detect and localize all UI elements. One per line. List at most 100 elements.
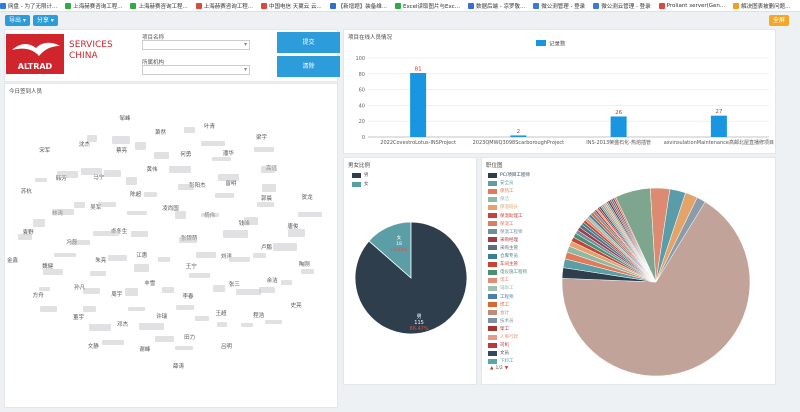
legend-label: 车间主管	[500, 262, 518, 268]
bar[interactable]	[610, 116, 627, 137]
bookmark-label: 解决图表被删问题...	[741, 3, 791, 10]
fullscreen-button[interactable]: 全屏	[768, 15, 789, 26]
legend-swatch	[488, 294, 497, 299]
legend-swatch	[488, 180, 497, 186]
job-legend-item[interactable]: 采购经理	[488, 237, 518, 243]
checkin-name: 文静	[87, 344, 99, 351]
checkin-name: 吴军	[90, 204, 102, 211]
bookmark-item[interactable]: 上海赫赛咨询工程...	[195, 2, 253, 10]
pager-down-icon[interactable]: ▼	[504, 366, 509, 371]
job-legend-item[interactable]: PC/项目工程师	[488, 172, 530, 178]
job-legend-item[interactable]: 车间主管	[488, 261, 518, 267]
job-legend-item[interactable]: 电仪施工程师	[488, 269, 527, 275]
blurred-name	[82, 306, 97, 312]
bookmark-item[interactable]: 数据后端 - 凉罗敬...	[467, 2, 525, 10]
bar-value-label: 27	[715, 109, 722, 115]
blurred-name	[126, 211, 148, 216]
job-legend-item[interactable]: 技术员	[488, 318, 514, 324]
query-button[interactable]: 提交	[277, 32, 340, 53]
legend-pager[interactable]: ▲ 1/2 ▼	[490, 366, 508, 371]
gender-title: 男女比例	[348, 163, 371, 169]
legend-swatch	[488, 310, 497, 316]
blurred-name	[298, 212, 322, 217]
job-legend-item[interactable]: 司机	[488, 342, 509, 348]
blurred-name	[93, 231, 119, 237]
blurred-name	[103, 169, 121, 177]
legend-swatch	[488, 285, 497, 291]
legend-swatch	[488, 221, 497, 227]
gender-slice[interactable]	[354, 221, 468, 335]
job-legend-item[interactable]: 下料工	[488, 358, 514, 364]
gender-slice-name: 女	[397, 234, 402, 241]
job-legend-item[interactable]: 保温助理工	[488, 213, 523, 219]
bar[interactable]	[710, 115, 727, 137]
blurred-name	[90, 270, 106, 277]
job-legend-item[interactable]: 工程师	[488, 294, 514, 300]
job-legend-item[interactable]: 文员	[488, 350, 509, 356]
job-slice[interactable]	[561, 201, 751, 377]
job-legend-item[interactable]: 会计	[488, 310, 509, 316]
pager-up-icon[interactable]: ▲	[490, 366, 494, 371]
checkin-name: 王超	[215, 310, 227, 317]
legend-label: PC/项目工程师	[500, 173, 530, 178]
share-button[interactable]: 分享 ▾	[32, 14, 58, 26]
blurred-name	[98, 202, 116, 208]
job-legend-item[interactable]: 电工	[488, 277, 509, 283]
legend-label: 采购经理	[500, 237, 518, 243]
blurred-name	[253, 147, 274, 152]
job-legend-item[interactable]: 采购主管	[488, 245, 518, 251]
bookmark-item[interactable]: Excel读取图片与Exc...	[394, 2, 460, 10]
bookmark-item[interactable]: 微公测管理 - 登录	[533, 2, 585, 10]
job-legend-item[interactable]: 仓库专员	[488, 253, 518, 259]
blurred-name	[244, 217, 259, 225]
job-legend-item[interactable]: 人事行政	[488, 334, 518, 340]
project-name-select[interactable]	[142, 40, 250, 50]
bar[interactable]	[510, 135, 527, 137]
bookmark-item[interactable]: 解决图表被删问题...	[733, 2, 790, 10]
bookmark-icon	[533, 2, 540, 9]
gender-legend-item[interactable]: 男	[352, 172, 369, 178]
blurred-name	[287, 229, 306, 237]
blurred-name	[162, 287, 175, 294]
bookmark-item[interactable]: 中国电信 天翼云 云...	[260, 2, 322, 10]
job-legend-item[interactable]: 安全员	[488, 180, 514, 186]
gender-legend-item[interactable]: 女	[352, 181, 369, 187]
job-legend-item[interactable]: 辅助工	[488, 285, 514, 291]
checkin-name: 许瑞	[156, 314, 168, 321]
top-toolbar: 导出 ▾ 分享 ▾ 全屏	[0, 12, 800, 28]
checkin-name: 薛涛	[173, 364, 185, 371]
job-legend-item[interactable]: 架工	[488, 326, 509, 332]
checkin-name: 梁宇	[256, 134, 268, 141]
job-slice[interactable]	[655, 197, 706, 283]
job-legend-item[interactable]: 焊工	[488, 302, 509, 308]
job-legend-item[interactable]: 保热工	[488, 188, 514, 194]
bookmark-item[interactable]: 网盘 - 为了无限计...	[0, 2, 57, 10]
bookmark-item[interactable]: 【新增题】装备维...	[329, 2, 387, 10]
bookmark-item[interactable]: 上海赫赛咨询工程...	[130, 2, 188, 10]
blurred-name	[201, 212, 220, 218]
org-select[interactable]	[142, 65, 250, 75]
checkin-name: 史亮	[290, 303, 302, 310]
bookmark-item[interactable]: Proliant server(Gen...	[658, 2, 725, 9]
checkin-name: 王宁	[185, 263, 197, 270]
jobs-panel: 职位图 PC/项目工程师 安全员 保热工 保洁 保温班长 保温助理工 保温工 保温工程师 采购经…	[481, 157, 776, 385]
job-legend-item[interactable]: 保温工	[488, 221, 514, 227]
gender-slice-value: 18	[396, 241, 402, 247]
job-legend-item[interactable]: 保温工程师	[488, 229, 523, 235]
legend-swatch	[488, 229, 497, 235]
blurred-name	[259, 287, 275, 293]
bookmark-item[interactable]: 上海赫赛咨询工程...	[65, 2, 122, 10]
blurred-name	[86, 134, 97, 142]
export-button[interactable]: 导出 ▾	[5, 14, 30, 26]
bar-category-label: 2022CovestroLotus-INSProject	[380, 140, 456, 146]
bar[interactable]	[410, 73, 427, 137]
blurred-name	[223, 229, 249, 238]
job-legend-item[interactable]: 保温班长	[488, 204, 518, 210]
reset-button[interactable]: 清除	[277, 56, 340, 77]
bar-value-label: 81	[415, 67, 422, 73]
job-legend-item[interactable]: 保洁	[488, 196, 509, 202]
blurred-name	[108, 254, 128, 261]
legend-swatch	[488, 342, 497, 348]
bookmark-item[interactable]: 微公测云管理 - 登录	[593, 2, 651, 10]
legend-label: 工程师	[500, 294, 514, 300]
